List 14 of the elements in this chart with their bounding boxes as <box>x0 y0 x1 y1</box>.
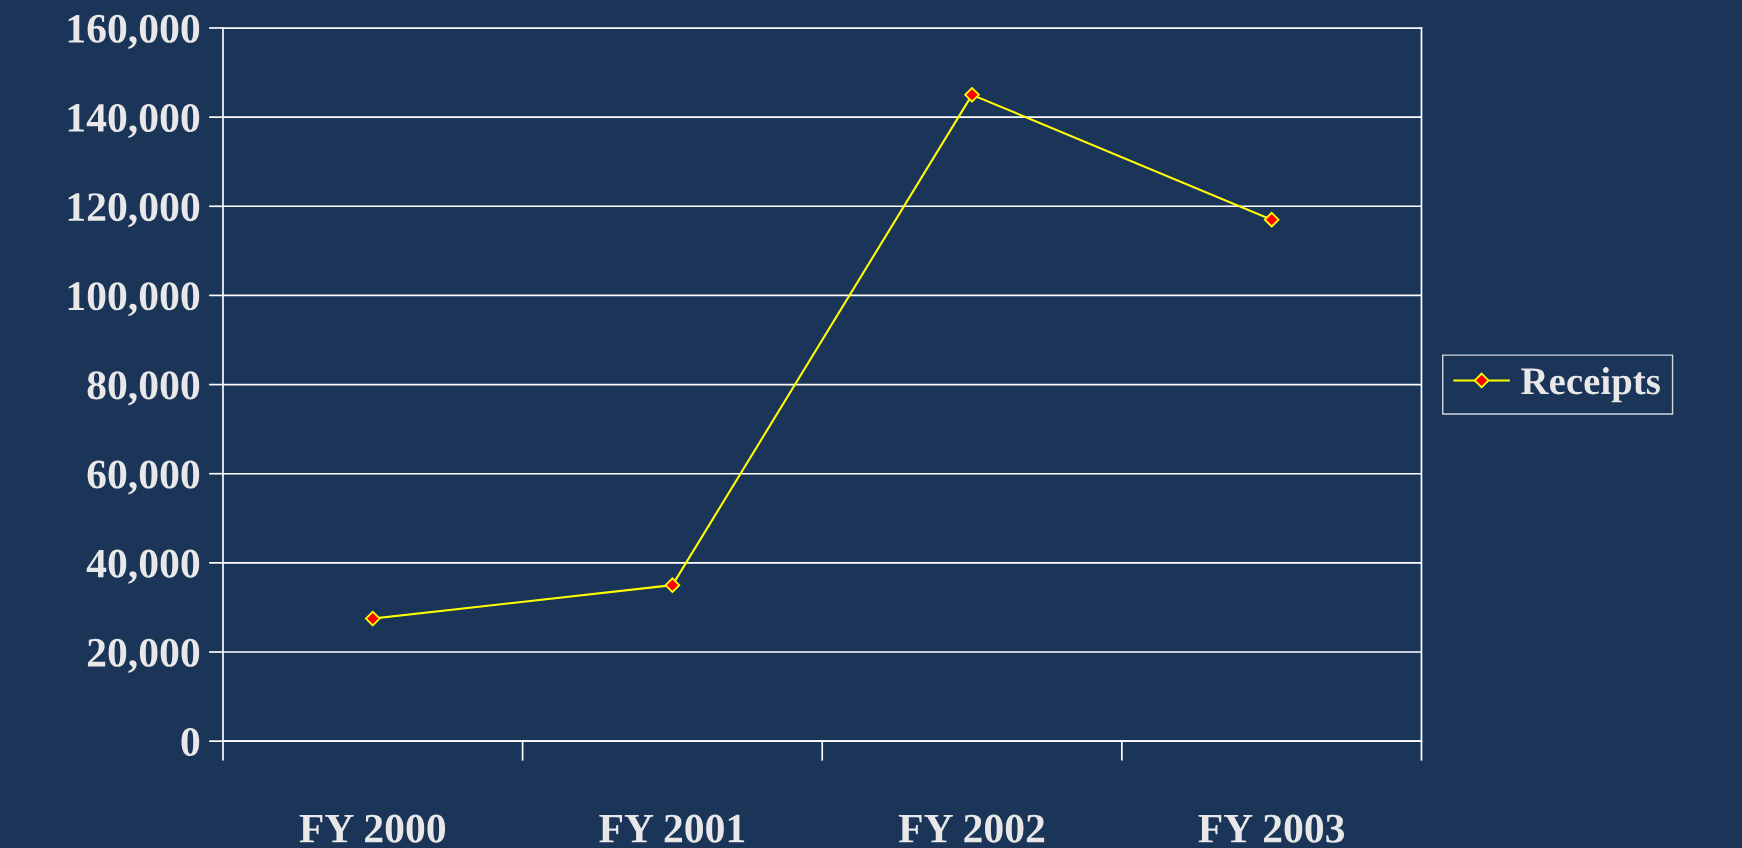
x-tick-label: FY 2001 <box>599 814 745 843</box>
y-tick-label: 120,000 <box>68 193 200 228</box>
legend-label: Receipts <box>1521 367 1660 403</box>
y-tick-label: 0 <box>181 727 200 757</box>
x-tick-label: FY 2002 <box>898 814 1045 843</box>
y-tick-label: 80,000 <box>87 371 200 406</box>
x-tick-label: FY 2003 <box>1198 814 1345 843</box>
x-tick-label: FY 2000 <box>299 814 446 843</box>
y-tick-label: 60,000 <box>87 460 200 495</box>
y-tick-label: 100,000 <box>68 282 200 317</box>
y-tick-label: 140,000 <box>68 103 200 139</box>
y-tick-label: 160,000 <box>68 14 200 49</box>
y-tick-label: 20,000 <box>87 638 200 673</box>
y-tick-label: 40,000 <box>86 549 200 584</box>
